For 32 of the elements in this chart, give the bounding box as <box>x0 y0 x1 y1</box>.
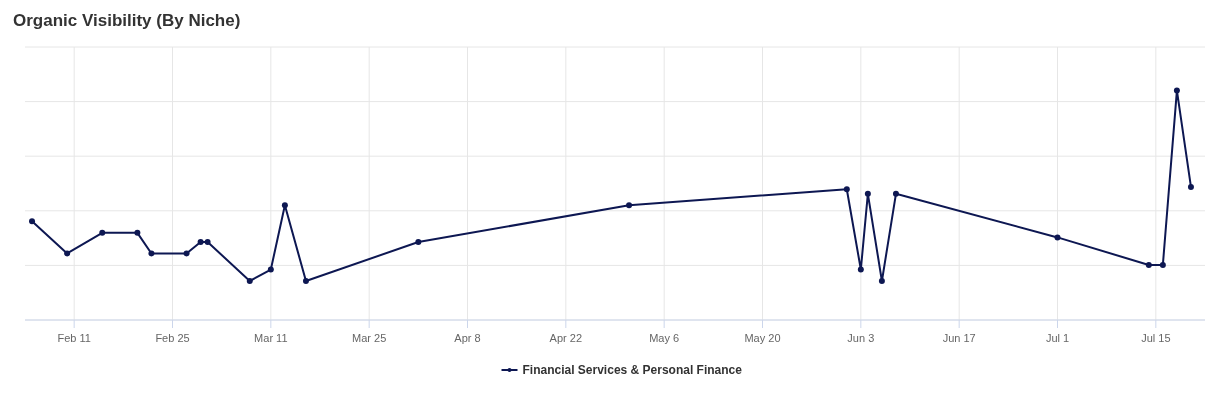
x-tick-label: Apr 22 <box>549 332 583 344</box>
point <box>1159 261 1166 268</box>
point <box>302 278 309 284</box>
x-tick-label: May 20 <box>744 332 781 344</box>
point <box>1173 87 1180 94</box>
point <box>246 278 253 284</box>
point <box>626 202 633 209</box>
point <box>1187 183 1194 190</box>
legend-label: Financial Services & Personal Finance <box>522 363 743 377</box>
x-tick-label: Mar 25 <box>352 332 387 344</box>
x-tick-label: May 6 <box>649 332 680 344</box>
point <box>415 239 422 245</box>
x-tick-label: Jun 17 <box>942 332 976 344</box>
x-tick-label: Jul 15 <box>1141 332 1171 344</box>
point <box>1054 234 1061 241</box>
point <box>857 266 864 273</box>
point <box>892 190 899 197</box>
point <box>204 239 211 245</box>
x-tick-label: Feb 11 <box>57 332 91 344</box>
point <box>843 186 850 193</box>
x-tick-label: Mar 11 <box>254 332 288 344</box>
x-tick-label: Feb 25 <box>155 332 190 344</box>
x-tick-label: Jul 1 <box>1045 332 1070 344</box>
point <box>281 202 288 209</box>
point <box>267 266 274 273</box>
point <box>864 190 871 197</box>
point <box>1145 261 1152 268</box>
chart-title: Organic Visibility (By Niche) <box>13 11 241 30</box>
point <box>878 278 885 284</box>
x-tick-label: Apr 8 <box>454 332 481 344</box>
point <box>197 239 204 245</box>
x-tick-label: Jun 3 <box>847 332 875 344</box>
